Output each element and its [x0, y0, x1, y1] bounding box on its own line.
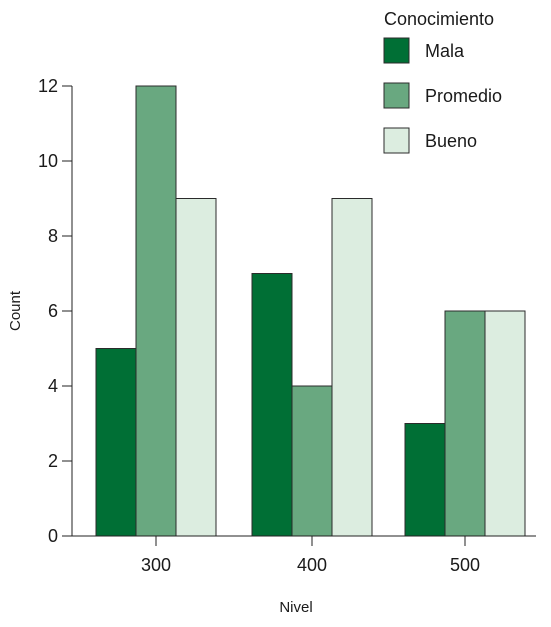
x-tick-label: 500 [450, 555, 480, 575]
legend-title: Conocimiento [384, 9, 494, 29]
y-tick-label: 12 [38, 76, 58, 96]
y-tick-label: 0 [48, 526, 58, 546]
legend-label-bueno: Bueno [425, 131, 477, 151]
legend-swatch-bueno [383, 127, 410, 154]
bar-bueno-500 [484, 310, 526, 537]
legend-items: Mala Promedio Bueno [383, 37, 502, 154]
x-axis-title: Nivel [279, 599, 312, 616]
legend-label-mala: Mala [425, 41, 465, 61]
legend: Conocimiento Mala Promedio Bueno [383, 9, 502, 154]
bar-mala-500 [404, 423, 446, 537]
y-tick-label: 6 [48, 301, 58, 321]
bar-mala-300 [95, 348, 137, 537]
bar-bueno-300 [175, 198, 217, 537]
y-axis-title: Count [7, 290, 24, 331]
legend-label-promedio: Promedio [425, 86, 502, 106]
y-tick-label: 8 [48, 226, 58, 246]
y-tick-label: 4 [48, 376, 58, 396]
bar-promedio-500 [444, 310, 486, 537]
bar-mala-400 [251, 273, 293, 537]
y-tick-label: 10 [38, 151, 58, 171]
x-ticks: 300 400 500 [141, 536, 480, 575]
legend-swatch-mala [383, 37, 410, 64]
bar-promedio-400 [291, 385, 333, 537]
y-tick-label: 2 [48, 451, 58, 471]
bar-promedio-300 [135, 85, 177, 537]
bar-bueno-400 [331, 198, 373, 537]
y-ticks: 0 2 4 6 8 10 12 [38, 76, 72, 546]
bars-layer [95, 85, 526, 537]
x-tick-label: 400 [297, 555, 327, 575]
x-tick-label: 300 [141, 555, 171, 575]
legend-swatch-promedio [383, 82, 410, 109]
